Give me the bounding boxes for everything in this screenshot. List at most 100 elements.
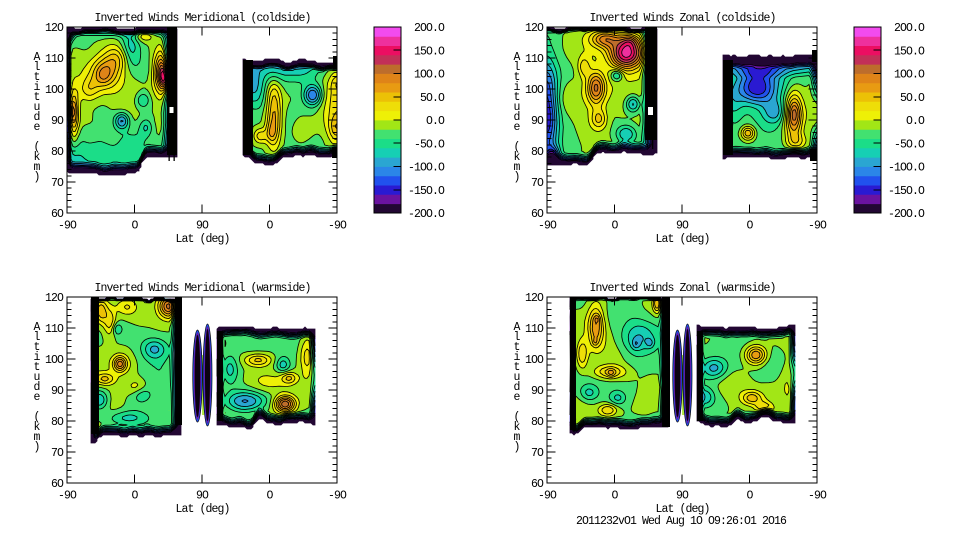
svg-text:1OO: 1OO xyxy=(525,354,544,367)
svg-text:l: l xyxy=(513,331,520,344)
svg-text:i: i xyxy=(33,351,40,364)
svg-text:-9O: -9O xyxy=(538,220,557,233)
svg-text:Lat (deg): Lat (deg) xyxy=(655,233,709,246)
svg-text:11O: 11O xyxy=(45,323,64,336)
svg-text:(: ( xyxy=(513,141,519,154)
svg-text:9O: 9O xyxy=(196,490,209,503)
svg-text:m: m xyxy=(33,431,40,444)
svg-text:9O: 9O xyxy=(676,220,689,233)
svg-text:12O: 12O xyxy=(525,22,544,35)
svg-text:m: m xyxy=(513,431,520,444)
svg-text:Lat (deg): Lat (deg) xyxy=(655,503,709,516)
svg-text:d: d xyxy=(33,111,39,124)
svg-text:d: d xyxy=(513,381,519,394)
svg-text:1OO: 1OO xyxy=(45,84,64,97)
svg-text:-2OO.O: -2OO.O xyxy=(888,208,925,221)
svg-text:-1OO.O: -1OO.O xyxy=(888,162,925,175)
svg-text:15O.O: 15O.O xyxy=(894,45,925,58)
svg-text:t: t xyxy=(33,361,39,374)
svg-text:k: k xyxy=(513,151,520,164)
svg-text:(: ( xyxy=(33,141,39,154)
svg-text:-9O: -9O xyxy=(538,490,557,503)
svg-text:t: t xyxy=(513,91,519,104)
svg-text:t: t xyxy=(513,361,519,374)
svg-text:A: A xyxy=(513,321,520,334)
svg-text:7O: 7O xyxy=(51,447,64,460)
svg-text:8O: 8O xyxy=(531,416,544,429)
svg-text:8O: 8O xyxy=(51,416,64,429)
svg-text:u: u xyxy=(33,101,39,114)
svg-text:-9O: -9O xyxy=(58,490,77,503)
svg-text:-9O: -9O xyxy=(808,490,827,503)
svg-text:-5O.O: -5O.O xyxy=(414,138,445,151)
svg-text:O: O xyxy=(131,220,138,233)
svg-text:-15O.O: -15O.O xyxy=(408,185,445,198)
svg-text:1OO: 1OO xyxy=(45,354,64,367)
svg-text:7O: 7O xyxy=(51,177,64,190)
svg-text:12O: 12O xyxy=(45,22,64,35)
svg-text:t: t xyxy=(513,341,519,354)
svg-text:(: ( xyxy=(513,411,519,424)
svg-text:11O: 11O xyxy=(45,53,64,66)
svg-text:Inverted Winds Meridional (col: Inverted Winds Meridional (coldside) xyxy=(94,12,310,25)
svg-text:2OO.O: 2OO.O xyxy=(894,22,925,35)
svg-text:6O: 6O xyxy=(51,478,64,491)
svg-text:5O.O: 5O.O xyxy=(420,92,445,105)
svg-text:A: A xyxy=(33,321,40,334)
svg-text:O: O xyxy=(266,220,273,233)
svg-text:k: k xyxy=(513,421,520,434)
svg-text:-15O.O: -15O.O xyxy=(888,185,925,198)
svg-text:O.O: O.O xyxy=(906,115,925,128)
svg-text:i: i xyxy=(513,351,520,364)
svg-text:8O: 8O xyxy=(531,146,544,159)
svg-text:11O: 11O xyxy=(525,53,544,66)
svg-text:t: t xyxy=(33,91,39,104)
svg-text:1OO.O: 1OO.O xyxy=(414,69,445,82)
svg-text:6O: 6O xyxy=(531,478,544,491)
svg-text:): ) xyxy=(513,171,519,184)
svg-text:O: O xyxy=(611,220,618,233)
svg-text:Inverted Winds Zonal (warmside: Inverted Winds Zonal (warmside) xyxy=(589,282,775,295)
svg-text:e: e xyxy=(513,391,520,404)
svg-text:O: O xyxy=(746,490,753,503)
svg-text:l: l xyxy=(33,61,40,74)
svg-text:12O: 12O xyxy=(525,292,544,305)
svg-text:7O: 7O xyxy=(531,447,544,460)
svg-text:): ) xyxy=(513,441,519,454)
svg-text:d: d xyxy=(513,111,519,124)
svg-text:Inverted Winds Meridional (war: Inverted Winds Meridional (warmside) xyxy=(94,282,310,295)
svg-text:i: i xyxy=(513,81,520,94)
svg-text:Lat (deg): Lat (deg) xyxy=(175,503,229,516)
svg-text:5O.O: 5O.O xyxy=(900,92,925,105)
svg-text:9O: 9O xyxy=(196,220,209,233)
svg-text:6O: 6O xyxy=(531,208,544,221)
svg-text:A: A xyxy=(513,51,520,64)
svg-text:l: l xyxy=(33,331,40,344)
svg-text:9O: 9O xyxy=(51,385,64,398)
svg-text:7O: 7O xyxy=(531,177,544,190)
svg-text:(: ( xyxy=(33,411,39,424)
svg-text:O: O xyxy=(131,490,138,503)
svg-text:O: O xyxy=(266,490,273,503)
svg-text:-9O: -9O xyxy=(328,220,347,233)
svg-text:l: l xyxy=(513,61,520,74)
svg-text:12O: 12O xyxy=(45,292,64,305)
svg-text:): ) xyxy=(33,171,39,184)
svg-text:O: O xyxy=(611,490,618,503)
svg-text:2OO.O: 2OO.O xyxy=(414,22,445,35)
svg-text:-9O: -9O xyxy=(328,490,347,503)
svg-text:9O: 9O xyxy=(51,115,64,128)
svg-text:u: u xyxy=(33,371,39,384)
svg-text:e: e xyxy=(33,121,40,134)
svg-text:e: e xyxy=(513,121,520,134)
svg-text:k: k xyxy=(33,421,40,434)
svg-text:15O.O: 15O.O xyxy=(414,45,445,58)
svg-text:O: O xyxy=(746,220,753,233)
svg-text:-5O.O: -5O.O xyxy=(894,138,925,151)
svg-text:-2OO.O: -2OO.O xyxy=(408,208,445,221)
svg-text:m: m xyxy=(33,161,40,174)
svg-text:): ) xyxy=(33,441,39,454)
svg-text:u: u xyxy=(513,101,519,114)
svg-text:8O: 8O xyxy=(51,146,64,159)
svg-text:m: m xyxy=(513,161,520,174)
